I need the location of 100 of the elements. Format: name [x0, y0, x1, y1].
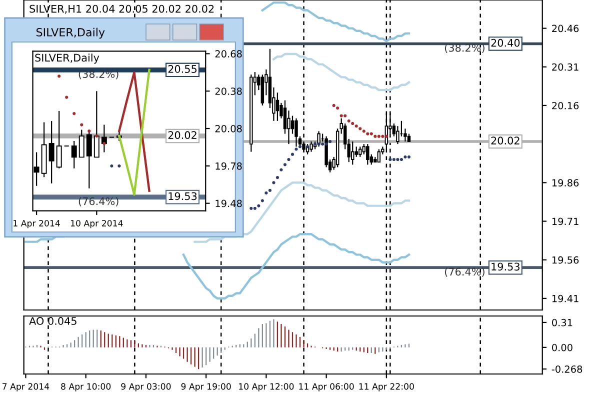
point	[80, 123, 84, 126]
chart-title: SILVER,H1 20.04 20.05 20.02 20.02	[30, 4, 214, 14]
point	[317, 142, 320, 146]
annotation: (76.4%)	[445, 268, 484, 277]
point	[336, 106, 340, 110]
ref-line-label: 19.53	[492, 262, 520, 271]
x-tick-label: 10 Apr 2014	[70, 220, 123, 228]
chart-subtitle: SILVER,Daily	[35, 54, 100, 64]
candlestick	[377, 148, 381, 163]
point	[407, 155, 411, 158]
point	[250, 206, 253, 210]
x-tick-label: 8 Apr 10:00	[61, 383, 111, 392]
point	[321, 142, 324, 146]
point	[370, 132, 373, 136]
point	[268, 188, 272, 192]
ref-line-label: 20.55	[168, 65, 197, 73]
point	[344, 114, 347, 118]
line-series	[261, 1, 410, 42]
candlestick	[276, 92, 280, 122]
point	[257, 204, 260, 208]
ref-line-label: 20.02	[168, 131, 196, 140]
candlestick	[366, 144, 370, 166]
candlestick	[310, 140, 313, 152]
point	[72, 112, 76, 116]
x-tick-label: 7 Apr 2014	[2, 383, 50, 392]
y-tick-label: 19.56	[552, 256, 579, 264]
x-tick-label: 11 Apr 06:00	[299, 383, 354, 392]
candlestick	[290, 115, 294, 134]
y-tick-label: 0.00	[552, 344, 572, 352]
x-tick-label: 11 Apr 22:00	[359, 383, 414, 392]
candlestick	[48, 120, 54, 184]
point	[396, 158, 400, 162]
candlestick	[86, 130, 92, 189]
ref-line-label: 20.40	[491, 38, 520, 47]
point	[280, 168, 283, 172]
point	[298, 145, 302, 148]
y-tick-label: 20.46	[552, 24, 579, 32]
point	[381, 134, 384, 138]
point	[290, 152, 294, 156]
x-tick-label: 10 Apr 12:00	[239, 383, 294, 392]
point	[260, 199, 264, 202]
point	[358, 127, 362, 130]
y-tick-label: 19.41	[552, 294, 578, 302]
candlestick	[56, 110, 62, 169]
candlestick	[71, 140, 77, 169]
point	[362, 130, 366, 133]
point	[400, 158, 404, 162]
point	[253, 206, 256, 210]
ref-line-label: 19.53	[168, 192, 197, 200]
point	[294, 148, 298, 151]
point	[65, 96, 68, 99]
point	[377, 134, 380, 138]
point	[264, 191, 268, 194]
point	[366, 132, 370, 136]
y-tick-label: 19.86	[552, 179, 579, 186]
ref-line-label: 20.02	[491, 136, 520, 145]
point	[58, 74, 61, 78]
y-tick-label: 20.16	[552, 102, 579, 110]
point	[328, 140, 332, 144]
point	[332, 104, 336, 108]
y-tick-label: 19.71	[552, 218, 578, 226]
candlestick	[287, 110, 290, 145]
candlestick	[78, 129, 84, 158]
point	[404, 155, 407, 158]
annotation: (76.4%)	[78, 197, 118, 206]
y-tick-label: 19.48	[216, 200, 242, 208]
point	[88, 129, 91, 133]
point	[324, 142, 328, 146]
y-tick-label: 0.31	[552, 318, 572, 326]
x-tick-label: 1 Apr 2014	[14, 220, 60, 228]
point	[118, 164, 121, 168]
y-tick-label: 20.08	[215, 124, 242, 132]
point	[110, 164, 114, 168]
y-tick-label: 20.31	[552, 63, 578, 71]
y-tick-label: 19.78	[216, 162, 242, 170]
candlestick	[354, 146, 358, 158]
annotation: (38.2%)	[78, 70, 118, 80]
point	[287, 158, 290, 162]
point	[340, 114, 343, 118]
y-tick-label: 20.68	[215, 50, 242, 58]
point	[95, 134, 98, 138]
point	[351, 122, 354, 126]
candlestick	[358, 146, 362, 158]
x-tick-label: 9 Apr 03:00	[121, 383, 171, 392]
candlestick	[101, 124, 107, 153]
point	[272, 181, 276, 184]
point	[283, 163, 287, 166]
point	[347, 119, 350, 122]
chart-title: SILVER,Daily	[36, 28, 105, 39]
y-tick-label: 20.38	[215, 88, 242, 95]
point	[276, 176, 280, 180]
point	[306, 145, 310, 148]
candlestick	[94, 90, 100, 158]
point	[354, 124, 358, 128]
candlestick	[294, 118, 298, 148]
point	[374, 134, 377, 138]
line-series	[272, 52, 410, 92]
chart-title: AO 0.045	[29, 317, 76, 325]
point	[102, 142, 106, 146]
x-tick-label: 9 Apr 19:00	[181, 383, 231, 392]
